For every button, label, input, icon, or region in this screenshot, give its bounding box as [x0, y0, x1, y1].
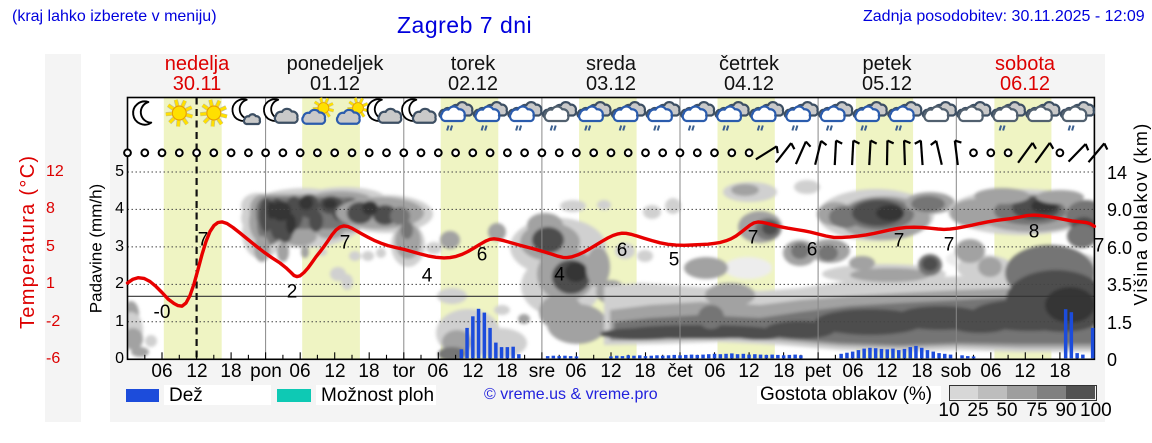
svg-text:7: 7	[748, 228, 759, 249]
svg-text:6: 6	[477, 245, 488, 266]
svg-text:-0: -0	[154, 302, 171, 323]
svg-text:7: 7	[894, 231, 905, 252]
svg-text:4: 4	[422, 266, 433, 287]
svg-text:6: 6	[617, 240, 628, 261]
svg-text:6: 6	[807, 240, 818, 261]
svg-text:4: 4	[554, 265, 565, 286]
svg-text:5: 5	[669, 250, 680, 271]
svg-text:7: 7	[1094, 236, 1105, 257]
svg-text:7: 7	[944, 235, 955, 256]
svg-text:2: 2	[287, 282, 298, 303]
svg-text:7: 7	[340, 233, 351, 254]
svg-text:8: 8	[1029, 222, 1040, 243]
svg-text:7: 7	[198, 230, 209, 251]
